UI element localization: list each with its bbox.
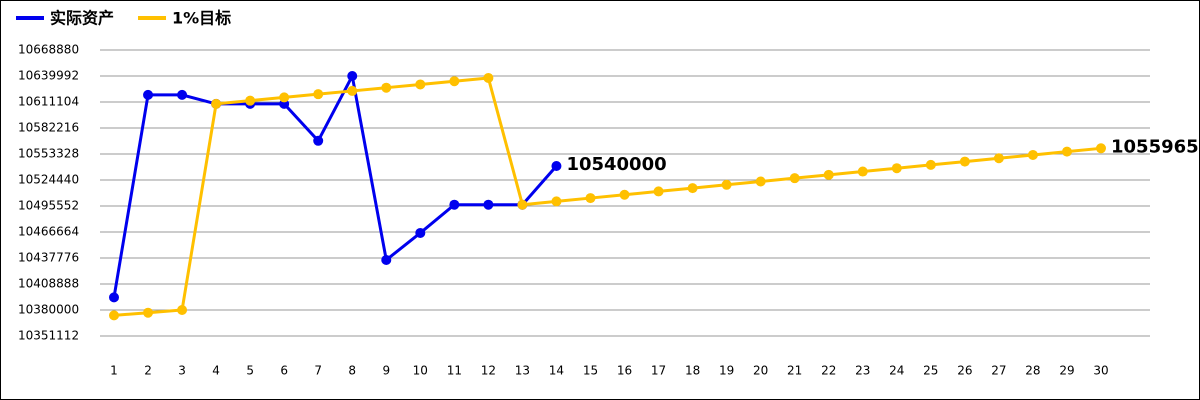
y-tick-label: 10380000 [18,303,79,317]
y-tick-label: 10611104 [18,95,79,109]
value-label: 10559650 [1111,136,1200,157]
x-tick-label: 28 [1025,364,1040,378]
x-tick-label: 24 [889,364,904,378]
y-tick-label: 10437776 [18,251,79,265]
point [483,72,494,83]
point [551,160,562,171]
point [279,92,290,103]
x-tick-label: 23 [855,364,870,378]
point [721,179,732,190]
point [245,95,256,106]
x-tick-label: 7 [314,364,322,378]
x-tick-label: 20 [753,364,768,378]
point [823,169,834,180]
point [177,89,188,100]
x-tick-label: 5 [246,364,254,378]
point [143,307,154,318]
x-tick-label: 27 [991,364,1006,378]
x-tick-label: 11 [447,364,462,378]
point [959,156,970,167]
x-tick-label: 9 [382,364,390,378]
point [1096,143,1106,154]
point [313,135,324,146]
x-tick-label: 16 [617,364,632,378]
point [347,85,358,96]
point [619,189,630,200]
x-tick-label: 2 [144,364,152,378]
y-tick-label: 10524440 [18,173,79,187]
point [653,186,664,197]
x-tick-label: 6 [280,364,288,378]
x-tick-label: 29 [1059,364,1074,378]
y-tick-label: 10408888 [18,277,79,291]
x-tick-label: 3 [178,364,186,378]
point [483,199,494,210]
point [891,163,902,174]
point [449,76,460,87]
point [1061,146,1072,157]
x-tick-label: 17 [651,364,666,378]
legend-label: 1%目标 [172,9,231,28]
point [381,82,392,93]
point [143,89,154,100]
x-tick-label: 21 [787,364,802,378]
x-tick-label: 18 [685,364,700,378]
x-tick-label: 19 [719,364,734,378]
legend-label: 实际资产 [50,9,114,28]
point [585,193,596,204]
point [177,305,188,315]
point [415,79,426,90]
x-tick-label: 8 [348,364,356,378]
point [1027,149,1038,160]
y-tick-label: 10553328 [18,147,79,161]
x-tick-label: 15 [583,364,598,378]
point [687,183,698,194]
y-tick-label: 10466664 [18,225,79,239]
point [313,89,324,100]
value-label: 10540000 [566,154,666,175]
x-tick-label: 4 [212,364,220,378]
x-tick-label: 14 [549,364,564,378]
x-tick-label: 12 [481,364,496,378]
y-tick-label: 10668880 [18,43,79,57]
point [415,227,426,238]
y-tick-label: 10639992 [18,69,79,83]
point [857,166,868,177]
x-tick-label: 22 [821,364,836,378]
x-tick-label: 13 [515,364,530,378]
point [755,176,766,187]
x-tick-label: 1 [110,364,118,378]
series-line [112,71,558,298]
series-line [113,76,1102,317]
y-tick-label: 10495552 [18,199,79,213]
x-tick-label: 26 [957,364,972,378]
point [109,310,119,321]
point [551,196,562,207]
point [993,153,1004,164]
x-tick-label: 10 [413,364,428,378]
point [789,173,800,184]
point [925,159,936,170]
x-tick-label: 30 [1093,364,1108,378]
point [449,199,460,210]
point [347,70,358,81]
point [109,292,119,303]
point [211,98,222,109]
x-tick-label: 25 [923,364,938,378]
point [381,254,392,265]
y-tick-label: 10582216 [18,121,79,135]
y-tick-label: 10351112 [18,329,79,343]
point [517,199,528,210]
